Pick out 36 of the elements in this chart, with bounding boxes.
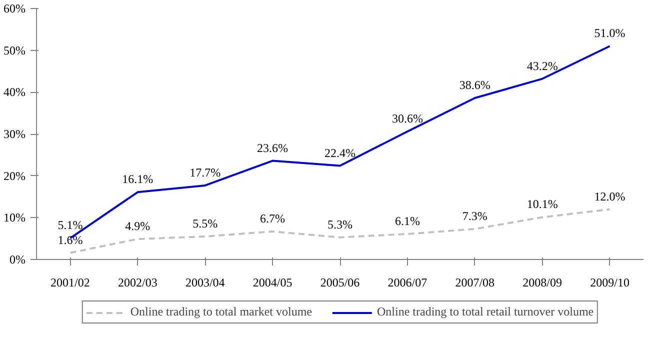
data-label: 17.7% xyxy=(190,165,221,180)
data-label: 12.0% xyxy=(594,189,626,204)
data-label: 5.3% xyxy=(328,217,352,232)
x-tick-label: 2008/09 xyxy=(522,276,562,290)
x-tick-label: 2004/05 xyxy=(252,276,292,290)
x-tick-label: 2009/10 xyxy=(590,276,630,290)
data-label: 16.1% xyxy=(122,172,154,186)
x-tick-label: 2006/07 xyxy=(388,276,428,290)
x-tick-label: 2002/03 xyxy=(118,276,158,290)
data-label: 30.6% xyxy=(392,111,423,126)
data-label: 7.3% xyxy=(462,208,488,223)
y-tick-label: 30% xyxy=(4,127,26,141)
x-tick-label: 2005/06 xyxy=(320,276,360,290)
x-tick-label: 2001/02 xyxy=(50,276,90,290)
legend-label: Online trading to total market volume xyxy=(130,304,312,320)
data-label: 22.4% xyxy=(324,146,356,160)
y-tick-label: 20% xyxy=(4,168,26,183)
data-label: 10.1% xyxy=(526,197,558,212)
data-label: 51.0% xyxy=(594,26,626,40)
x-tick-label: 2003/04 xyxy=(185,276,225,290)
data-label: 6.1% xyxy=(394,214,420,228)
data-label: 1.6% xyxy=(58,232,83,247)
y-tick-label: 60% xyxy=(4,2,26,16)
data-label: 5.1% xyxy=(58,218,83,232)
legend-label: Online trading to total retail turnover volume xyxy=(377,304,594,320)
data-label: 43.2% xyxy=(526,58,558,73)
data-label: 23.6% xyxy=(257,140,288,155)
x-tick-label: 2007/08 xyxy=(455,276,495,290)
y-tick-label: 10% xyxy=(4,210,26,225)
data-label: 6.7% xyxy=(260,211,286,226)
data-label: 38.6% xyxy=(459,78,490,92)
y-tick-label: 40% xyxy=(4,85,26,100)
y-tick-label: 50% xyxy=(4,43,26,58)
y-tick-label: 0% xyxy=(10,252,26,266)
data-label: 4.9% xyxy=(125,219,150,233)
data-label: 5.5% xyxy=(192,216,218,230)
